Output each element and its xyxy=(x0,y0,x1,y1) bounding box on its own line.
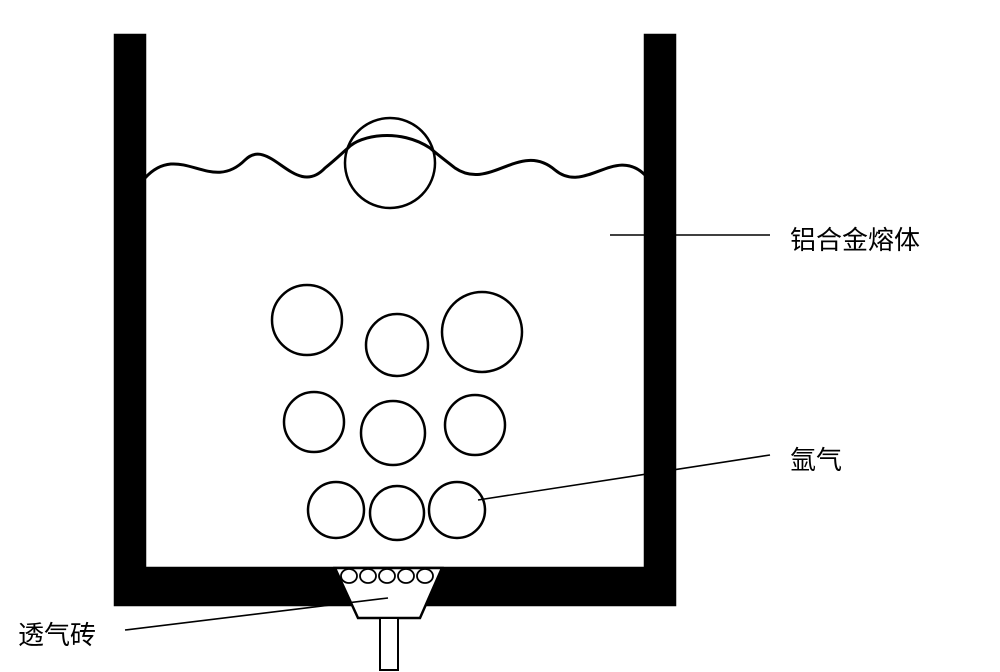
argon-bubble xyxy=(308,482,364,538)
porous-brick xyxy=(335,568,442,618)
melt-surface xyxy=(145,135,645,178)
argon-bubble xyxy=(361,401,425,465)
argon-bubble xyxy=(345,118,435,208)
argon-bubble xyxy=(370,486,424,540)
label-porous-brick: 透气砖 xyxy=(18,615,96,652)
argon-bubble xyxy=(284,392,344,452)
diagram-canvas xyxy=(0,0,1000,672)
leader-line xyxy=(478,455,770,500)
crucible-wall xyxy=(115,35,675,605)
argon-bubble xyxy=(272,285,342,355)
argon-bubble xyxy=(366,314,428,376)
inlet-pipe xyxy=(380,618,398,670)
argon-bubble xyxy=(442,292,522,372)
label-aluminum-melt: 铝合金熔体 xyxy=(790,220,920,257)
argon-bubble xyxy=(445,395,505,455)
label-argon-gas: 氩气 xyxy=(790,440,842,477)
argon-bubble xyxy=(429,482,485,538)
